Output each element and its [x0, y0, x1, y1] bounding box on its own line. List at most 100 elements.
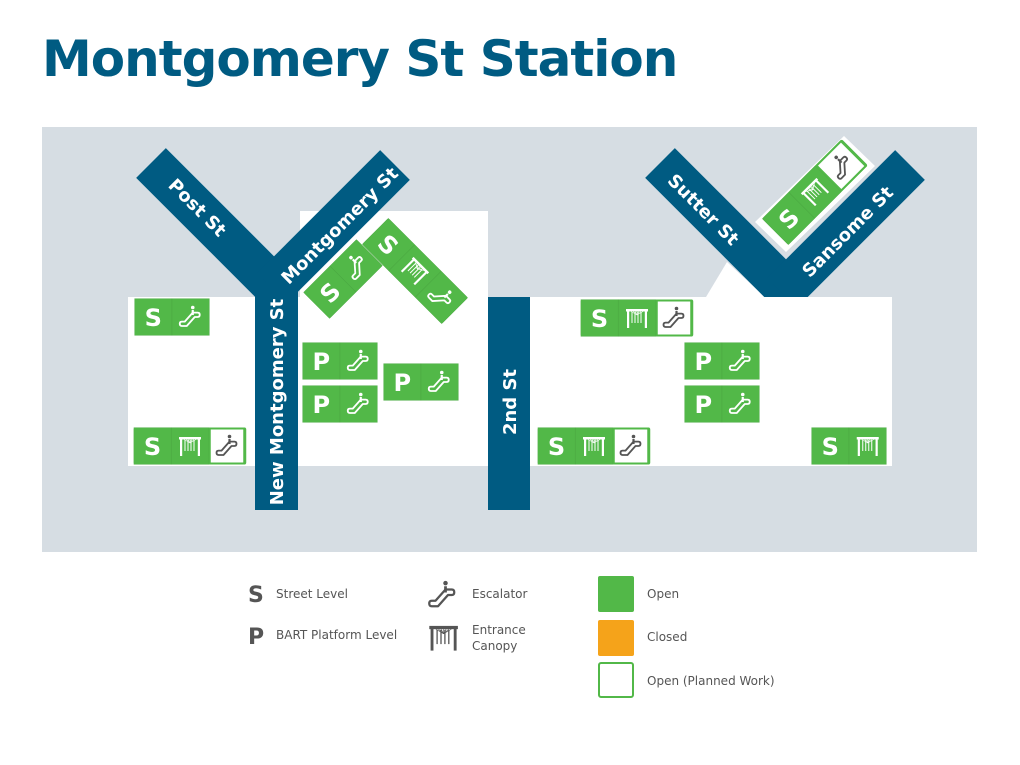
entrance-cell-level: S	[580, 299, 619, 337]
entrance-cell-escalator	[815, 139, 868, 192]
street-label-new-montgomery: New Montgomery St	[267, 298, 288, 505]
canopy-icon	[800, 177, 830, 207]
entrance[interactable]: S	[302, 238, 384, 320]
street-new-montgomery	[255, 282, 298, 510]
street-level-letter: S	[144, 433, 161, 461]
entrance[interactable]: S	[580, 299, 694, 337]
entrance-cell-escalator	[721, 342, 760, 380]
entrance[interactable]: P	[302, 342, 378, 380]
entrance-cell-level: P	[684, 342, 723, 380]
escalator-icon	[662, 306, 685, 328]
platform-level-letter: P	[312, 391, 330, 419]
legend-canopy-1: Entrance	[472, 623, 526, 637]
entrance[interactable]: P	[684, 342, 760, 380]
platform-level-letter: P	[393, 369, 411, 397]
entrance[interactable]: P	[684, 385, 760, 423]
legend-closed-swatch	[598, 620, 634, 656]
entrance-cell-level: S	[361, 217, 416, 272]
entrance-cell-escalator	[655, 299, 693, 337]
concourse-right-ramp	[706, 262, 765, 297]
street-2nd	[488, 297, 530, 510]
street-label-2nd: 2nd St	[500, 369, 521, 435]
entrance-cell-level: S	[811, 427, 850, 465]
entrance-cell-escalator	[612, 427, 650, 465]
escalator-icon	[346, 392, 369, 414]
entrance-cell-escalator	[339, 342, 378, 380]
legend-open: Open	[647, 587, 679, 601]
canopy-icon	[400, 256, 430, 286]
canopy-icon	[179, 437, 201, 456]
escalator-icon	[834, 155, 849, 180]
entrance-cell-level: S	[134, 298, 173, 336]
escalator-icon	[728, 392, 751, 414]
entrance-cell-canopy	[388, 244, 442, 298]
entrance-cell-escalator	[721, 385, 760, 423]
canopy-icon	[856, 437, 879, 456]
entrance[interactable]: S	[537, 427, 651, 465]
legend-platform-level: BART Platform Level	[276, 628, 397, 642]
entrance-cell-level: S	[133, 427, 172, 465]
entrance-cell-level: S	[302, 265, 357, 320]
entrance-cell-canopy	[170, 427, 210, 465]
entrance-cell-canopy	[848, 427, 887, 465]
legend-canopy-2: Canopy	[472, 639, 517, 653]
escalator-icon	[349, 255, 363, 281]
street-sansome	[767, 150, 925, 308]
entrance[interactable]: S	[811, 427, 887, 465]
platform-level-letter: P	[694, 391, 712, 419]
entrance-cell-canopy	[788, 165, 842, 219]
escalator-icon	[428, 580, 456, 608]
entrance-cell-escalator	[329, 238, 384, 293]
escalator-icon	[427, 370, 450, 392]
escalator-icon	[728, 349, 751, 371]
platform-level-letter: P	[694, 348, 712, 376]
escalator-icon	[178, 305, 201, 327]
entrance-cell-escalator	[414, 270, 469, 325]
entrance-cell-escalator	[420, 363, 459, 401]
entrance-cell-escalator	[171, 298, 210, 336]
legend: S Street Level P BART Platform Level Esc…	[248, 576, 775, 698]
canopy-icon	[626, 309, 648, 328]
street-post	[136, 148, 295, 307]
street-level-letter: S	[591, 305, 608, 333]
escalator-icon	[215, 434, 238, 456]
legend-street-level: Street Level	[276, 587, 348, 601]
entrance[interactable]: P	[302, 385, 378, 423]
entrance[interactable]: S	[134, 298, 210, 336]
entrance-cell-level: S	[761, 191, 816, 246]
entrance-cell-level: S	[537, 427, 576, 465]
entrance-cell-level: P	[302, 342, 341, 380]
legend-platform-letter: P	[248, 625, 264, 650]
street-level-letter: S	[145, 304, 162, 332]
entrance[interactable]: P	[383, 363, 459, 401]
legend-planned: Open (Planned Work)	[647, 674, 775, 688]
street-level-letter: S	[822, 433, 839, 461]
page-title: Montgomery St Station	[42, 30, 678, 88]
entrance-cell-level: P	[302, 385, 341, 423]
entrance[interactable]: S	[361, 217, 469, 325]
legend-planned-swatch	[598, 662, 634, 698]
legend-escalator: Escalator	[472, 587, 528, 601]
platform-level-letter: P	[312, 348, 330, 376]
legend-closed: Closed	[647, 630, 687, 644]
entrance-cell-level: P	[684, 385, 723, 423]
entrance-cell-escalator	[208, 427, 246, 465]
street-sutter	[645, 148, 805, 308]
street-montgomery	[257, 150, 410, 303]
canopy-icon	[429, 625, 458, 651]
canopy-icon	[583, 437, 605, 456]
escalator-icon	[346, 349, 369, 371]
entrance[interactable]: S	[133, 427, 247, 465]
escalator-icon	[427, 290, 452, 305]
entrance-cell-escalator	[339, 385, 378, 423]
entrance-cell-canopy	[574, 427, 614, 465]
street-level-letter: S	[548, 433, 565, 461]
legend-open-swatch	[598, 576, 634, 612]
escalator-icon	[619, 434, 642, 456]
entrance-cell-canopy	[617, 299, 657, 337]
legend-street-letter: S	[248, 583, 264, 608]
entrance[interactable]: S	[761, 139, 868, 246]
entrance-cell-level: P	[383, 363, 422, 401]
